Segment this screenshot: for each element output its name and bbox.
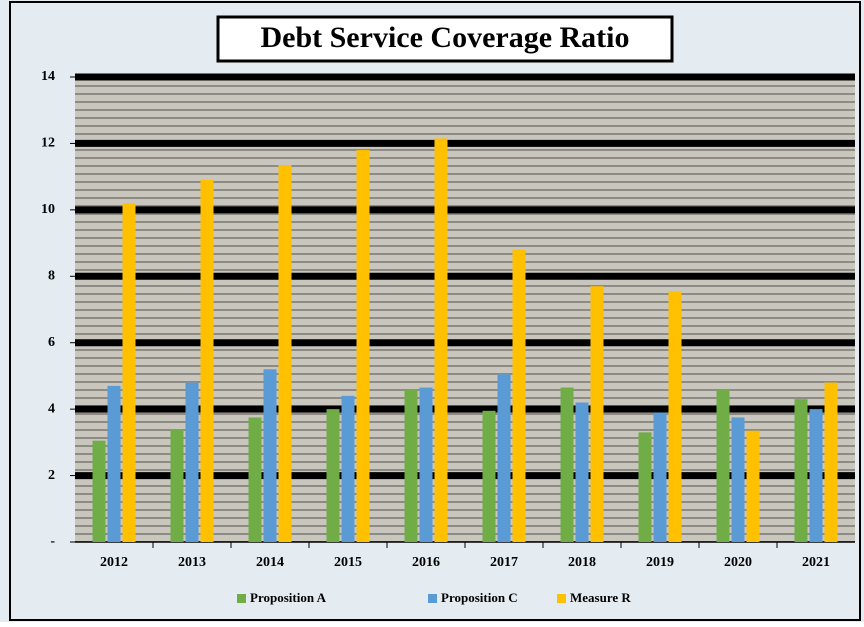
bar [107, 385, 121, 542]
bar [419, 387, 433, 542]
bar [512, 249, 526, 542]
bar [404, 389, 418, 542]
x-tick-label: 2016 [412, 555, 440, 570]
legend-label: Proposition A [250, 590, 327, 605]
y-tick-label: 14 [41, 69, 55, 84]
legend-swatch [557, 594, 566, 603]
y-tick-label: 4 [48, 401, 55, 416]
bar [92, 440, 106, 542]
y-tick-label: 10 [41, 202, 55, 217]
bar [185, 382, 199, 542]
y-tick-label: 6 [48, 335, 55, 350]
bar [482, 410, 496, 542]
x-tick-label: 2013 [178, 555, 206, 570]
y-tick-label: 8 [48, 269, 55, 284]
frame [9, 1, 861, 621]
bar [341, 395, 355, 542]
bar [746, 430, 760, 542]
y-tick-label: - [50, 534, 55, 549]
x-tick-label: 2019 [646, 555, 674, 570]
legend-swatch [237, 594, 246, 603]
bar [824, 382, 838, 542]
bar [326, 409, 340, 542]
title-box [216, 15, 674, 63]
legend-label: Proposition C [441, 590, 518, 605]
bar [434, 138, 448, 543]
bar [794, 399, 808, 542]
bar [809, 409, 823, 542]
bar [575, 402, 589, 542]
bar [638, 432, 652, 542]
bar [560, 387, 574, 542]
bar [668, 291, 682, 542]
bar [263, 369, 277, 542]
x-tick-label: 2015 [334, 555, 362, 570]
x-tick-label: 2012 [100, 555, 128, 570]
bar [731, 417, 745, 542]
bar [278, 165, 292, 542]
bar [122, 203, 136, 542]
x-tick-label: 2017 [490, 555, 518, 570]
y-tick-label: 12 [41, 136, 55, 151]
x-tick-label: 2021 [802, 555, 830, 570]
legend-swatch [428, 594, 437, 603]
x-tick-label: 2014 [256, 555, 284, 570]
y-tick-label: 2 [48, 468, 55, 483]
bar [248, 417, 262, 542]
bar [497, 374, 511, 542]
bar [653, 412, 667, 542]
chart-title: Debt Service Coverage Ratio [260, 21, 629, 54]
bar [170, 429, 184, 542]
bar [590, 286, 604, 542]
bar [356, 150, 370, 543]
bar [200, 179, 214, 542]
x-tick-label: 2018 [568, 555, 596, 570]
x-tick-label: 2020 [724, 555, 752, 570]
bar [716, 389, 730, 542]
legend-label: Measure R [570, 590, 631, 605]
